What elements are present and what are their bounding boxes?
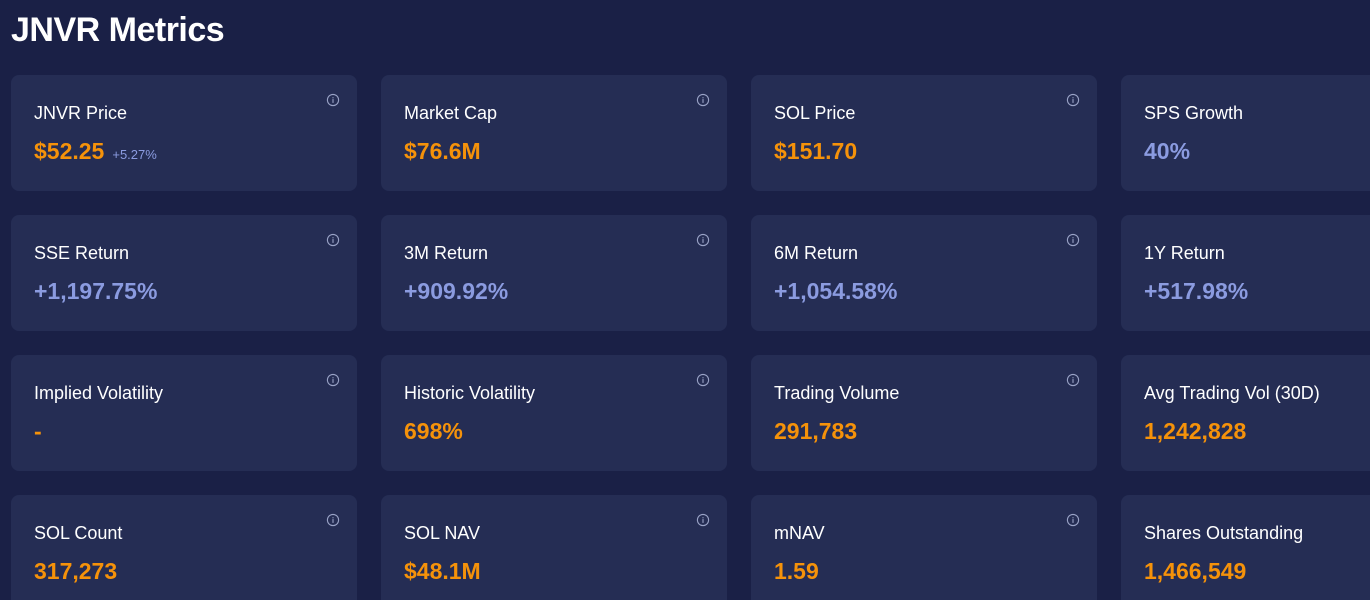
metric-value-row: 698% [404,417,704,445]
metric-value: 317,273 [34,558,118,584]
metric-label: SOL NAV [404,523,481,543]
metric-label: 1Y Return [1144,243,1225,263]
metric-card-shares-outstanding: Shares Outstanding 1,466,549 [1121,495,1370,600]
metric-value-row: - [34,417,334,445]
metric-card-trading-volume: Trading Volume 291,783 [751,355,1097,471]
metric-label: 6M Return [774,243,859,263]
metric-value-row: 291,783 [774,417,1074,445]
metric-value-row: $52.25 +5.27% [34,137,334,165]
metric-value-row: 1,466,549 [1144,557,1370,585]
metric-value: +1,054.58% [774,278,898,304]
metric-card-avg-trading-vol-30d: Avg Trading Vol (30D) 1,242,828 [1121,355,1370,471]
metric-label: Implied Volatility [34,383,164,403]
metric-value-row: 1.59 [774,557,1074,585]
metric-value-row: +1,197.75% [34,277,334,305]
info-icon[interactable] [696,513,710,527]
metric-card-jnvr-price: JNVR Price $52.25 +5.27% [11,75,357,191]
info-icon[interactable] [326,93,340,107]
info-icon[interactable] [326,373,340,387]
info-icon[interactable] [1066,233,1080,247]
metric-label: 3M Return [404,243,489,263]
info-icon[interactable] [696,233,710,247]
metric-value: - [34,418,42,444]
metric-value: 1,242,828 [1144,418,1247,444]
metric-value: 1.59 [774,558,819,584]
metric-card-sse-return: SSE Return +1,197.75% [11,215,357,331]
metric-value: $151.70 [774,138,858,164]
metric-label: Avg Trading Vol (30D) [1144,383,1320,403]
info-icon[interactable] [1066,93,1080,107]
metric-label: Trading Volume [774,383,900,403]
metric-value-row: 40% [1144,137,1370,165]
metric-card-sol-price: SOL Price $151.70 [751,75,1097,191]
metric-card-sol-nav: SOL NAV $48.1M [381,495,727,600]
metric-label: JNVR Price [34,103,128,123]
metric-value: 291,783 [774,418,858,444]
metric-value: +517.98% [1144,278,1249,304]
metric-label: SPS Growth [1144,103,1244,123]
metric-value-row: $48.1M [404,557,704,585]
metric-label: Market Cap [404,103,498,123]
metric-label: SOL Count [34,523,123,543]
metric-change: +5.27% [112,147,157,162]
metrics-grid: JNVR Price $52.25 +5.27% Market Cap $76.6M SO… [11,75,1370,600]
metric-value-row: $151.70 [774,137,1074,165]
metric-value: +1,197.75% [34,278,158,304]
metric-value-row: $76.6M [404,137,704,165]
metric-card-implied-volatility: Implied Volatility - [11,355,357,471]
metric-label: SOL Price [774,103,856,123]
metric-card-market-cap: Market Cap $76.6M [381,75,727,191]
metric-value: $52.25 [34,138,105,164]
metric-card-sps-growth: SPS Growth 40% [1121,75,1370,191]
metric-value: 40% [1144,138,1191,164]
info-icon[interactable] [1066,373,1080,387]
metric-label: SSE Return [34,243,130,263]
info-icon[interactable] [1066,513,1080,527]
metric-value-row: 317,273 [34,557,334,585]
metric-label: Shares Outstanding [1144,523,1304,543]
page-title: JNVR Metrics [11,11,225,49]
metric-card-historic-volatility: Historic Volatility 698% [381,355,727,471]
metric-value: +909.92% [404,278,509,304]
info-icon[interactable] [326,513,340,527]
info-icon[interactable] [326,233,340,247]
info-icon[interactable] [696,373,710,387]
metric-value-row: 1,242,828 [1144,417,1370,445]
info-icon[interactable] [696,93,710,107]
metric-card-sol-count: SOL Count 317,273 [11,495,357,600]
metric-value-row: +1,054.58% [774,277,1074,305]
metric-value-row: +517.98% [1144,277,1370,305]
metric-label: mNAV [774,523,825,543]
metric-card-mnav: mNAV 1.59 [751,495,1097,600]
metric-value: 698% [404,418,463,444]
metric-card-3m-return: 3M Return +909.92% [381,215,727,331]
metric-card-6m-return: 6M Return +1,054.58% [751,215,1097,331]
metric-card-1y-return: 1Y Return +517.98% [1121,215,1370,331]
metric-value: 1,466,549 [1144,558,1247,584]
metric-value: $48.1M [404,558,481,584]
metric-value: $76.6M [404,138,481,164]
metric-label: Historic Volatility [404,383,536,403]
metric-value-row: +909.92% [404,277,704,305]
